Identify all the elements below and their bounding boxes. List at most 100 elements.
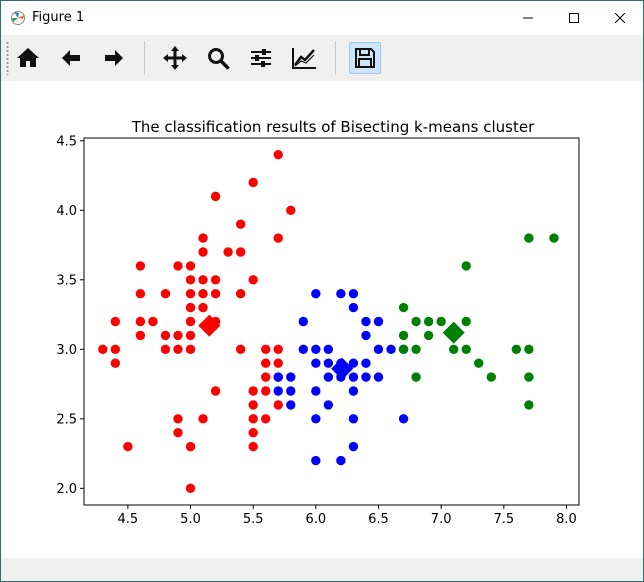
data-point bbox=[398, 344, 409, 355]
data-point bbox=[311, 414, 321, 424]
data-point bbox=[311, 358, 321, 368]
data-point bbox=[173, 261, 183, 271]
data-point bbox=[248, 428, 258, 438]
data-point bbox=[185, 441, 196, 452]
data-point bbox=[411, 344, 421, 355]
home-button[interactable] bbox=[12, 42, 44, 74]
y-axis: 2.0 2.5 3.0 3.5 4.0 4.5 bbox=[56, 134, 84, 497]
data-point bbox=[411, 372, 421, 382]
data-point bbox=[185, 330, 196, 341]
data-point bbox=[311, 455, 321, 466]
data-point bbox=[373, 316, 384, 327]
y-tick-label: 3.0 bbox=[56, 343, 77, 358]
x-axis: 4.5 5.0 5.5 6.0 6.5 7.0 7.5 8.0 bbox=[118, 505, 577, 527]
data-point bbox=[185, 261, 196, 271]
data-point bbox=[235, 247, 246, 257]
data-point bbox=[235, 219, 246, 229]
data-point bbox=[323, 358, 334, 368]
data-point bbox=[436, 316, 446, 327]
data-point bbox=[173, 414, 183, 424]
subplots-button[interactable] bbox=[245, 42, 277, 74]
data-point bbox=[323, 400, 334, 410]
data-point bbox=[261, 414, 271, 424]
y-tick-label: 3.5 bbox=[56, 273, 77, 288]
data-point bbox=[185, 288, 196, 299]
x-tick-label: 5.0 bbox=[180, 512, 201, 527]
data-point bbox=[348, 372, 359, 382]
toolbar-grip[interactable] bbox=[6, 41, 9, 75]
scatter-plot[interactable]: The classification results of Bisecting … bbox=[1, 81, 643, 558]
data-point bbox=[235, 288, 246, 299]
data-point bbox=[474, 358, 484, 368]
data-point bbox=[148, 316, 158, 327]
data-point bbox=[185, 302, 196, 313]
data-point bbox=[524, 233, 534, 243]
data-point bbox=[210, 191, 221, 202]
title-bar[interactable]: Figure 1 bbox=[1, 1, 643, 35]
data-point bbox=[98, 344, 108, 355]
data-point bbox=[261, 344, 271, 355]
data-point bbox=[286, 205, 296, 215]
data-point bbox=[348, 441, 359, 452]
x-tick-label: 4.5 bbox=[118, 512, 139, 527]
save-button[interactable] bbox=[349, 42, 381, 74]
toolbar-separator bbox=[335, 41, 336, 75]
minimize-button[interactable] bbox=[505, 1, 551, 35]
centroid-marker bbox=[331, 357, 354, 380]
data-point bbox=[348, 414, 359, 424]
navigation-toolbar bbox=[1, 35, 643, 81]
data-point bbox=[248, 414, 258, 424]
data-point bbox=[135, 330, 146, 341]
data-point bbox=[361, 330, 371, 341]
save-icon bbox=[355, 48, 375, 68]
data-point bbox=[198, 414, 208, 424]
customize-button[interactable] bbox=[288, 42, 320, 74]
data-point bbox=[198, 302, 208, 313]
data-point bbox=[185, 316, 196, 327]
maximize-icon bbox=[569, 13, 579, 23]
data-point bbox=[323, 372, 334, 382]
data-point bbox=[461, 344, 471, 355]
data-point bbox=[160, 344, 171, 355]
data-point bbox=[373, 344, 384, 355]
figure-canvas[interactable]: The classification results of Bisecting … bbox=[1, 81, 643, 558]
data-point bbox=[123, 441, 133, 452]
data-point bbox=[248, 441, 258, 452]
back-button[interactable] bbox=[55, 42, 87, 74]
x-tick-label: 7.0 bbox=[431, 512, 452, 527]
data-point bbox=[361, 316, 371, 327]
matplotlib-icon bbox=[10, 10, 26, 26]
data-point bbox=[286, 400, 296, 410]
data-point bbox=[198, 233, 208, 243]
data-point bbox=[160, 288, 171, 299]
data-point bbox=[311, 386, 321, 396]
data-point bbox=[173, 330, 183, 341]
data-point bbox=[273, 233, 283, 243]
data-point bbox=[248, 386, 258, 396]
toolbar-separator bbox=[144, 41, 145, 75]
maximize-button[interactable] bbox=[551, 1, 597, 35]
data-point bbox=[261, 358, 271, 368]
forward-button[interactable] bbox=[98, 42, 130, 74]
y-tick-label: 2.5 bbox=[56, 412, 77, 427]
data-point bbox=[261, 372, 271, 382]
data-point bbox=[323, 344, 334, 355]
data-point bbox=[311, 344, 321, 355]
arrow-right-icon bbox=[105, 50, 123, 66]
zoom-button[interactable] bbox=[202, 42, 234, 74]
data-point bbox=[185, 483, 196, 494]
plot-area[interactable] bbox=[83, 137, 580, 506]
x-tick-label: 8.0 bbox=[556, 512, 577, 527]
data-point bbox=[110, 316, 121, 327]
close-button[interactable] bbox=[597, 1, 643, 35]
data-point bbox=[210, 288, 221, 299]
data-point bbox=[235, 344, 246, 355]
pan-button[interactable] bbox=[159, 42, 191, 74]
data-point bbox=[185, 275, 196, 285]
minimize-icon bbox=[523, 17, 533, 19]
data-point bbox=[173, 428, 183, 438]
data-point bbox=[524, 344, 534, 355]
y-tick-label: 4.0 bbox=[56, 204, 77, 219]
data-point bbox=[549, 233, 559, 243]
data-point bbox=[511, 344, 522, 355]
